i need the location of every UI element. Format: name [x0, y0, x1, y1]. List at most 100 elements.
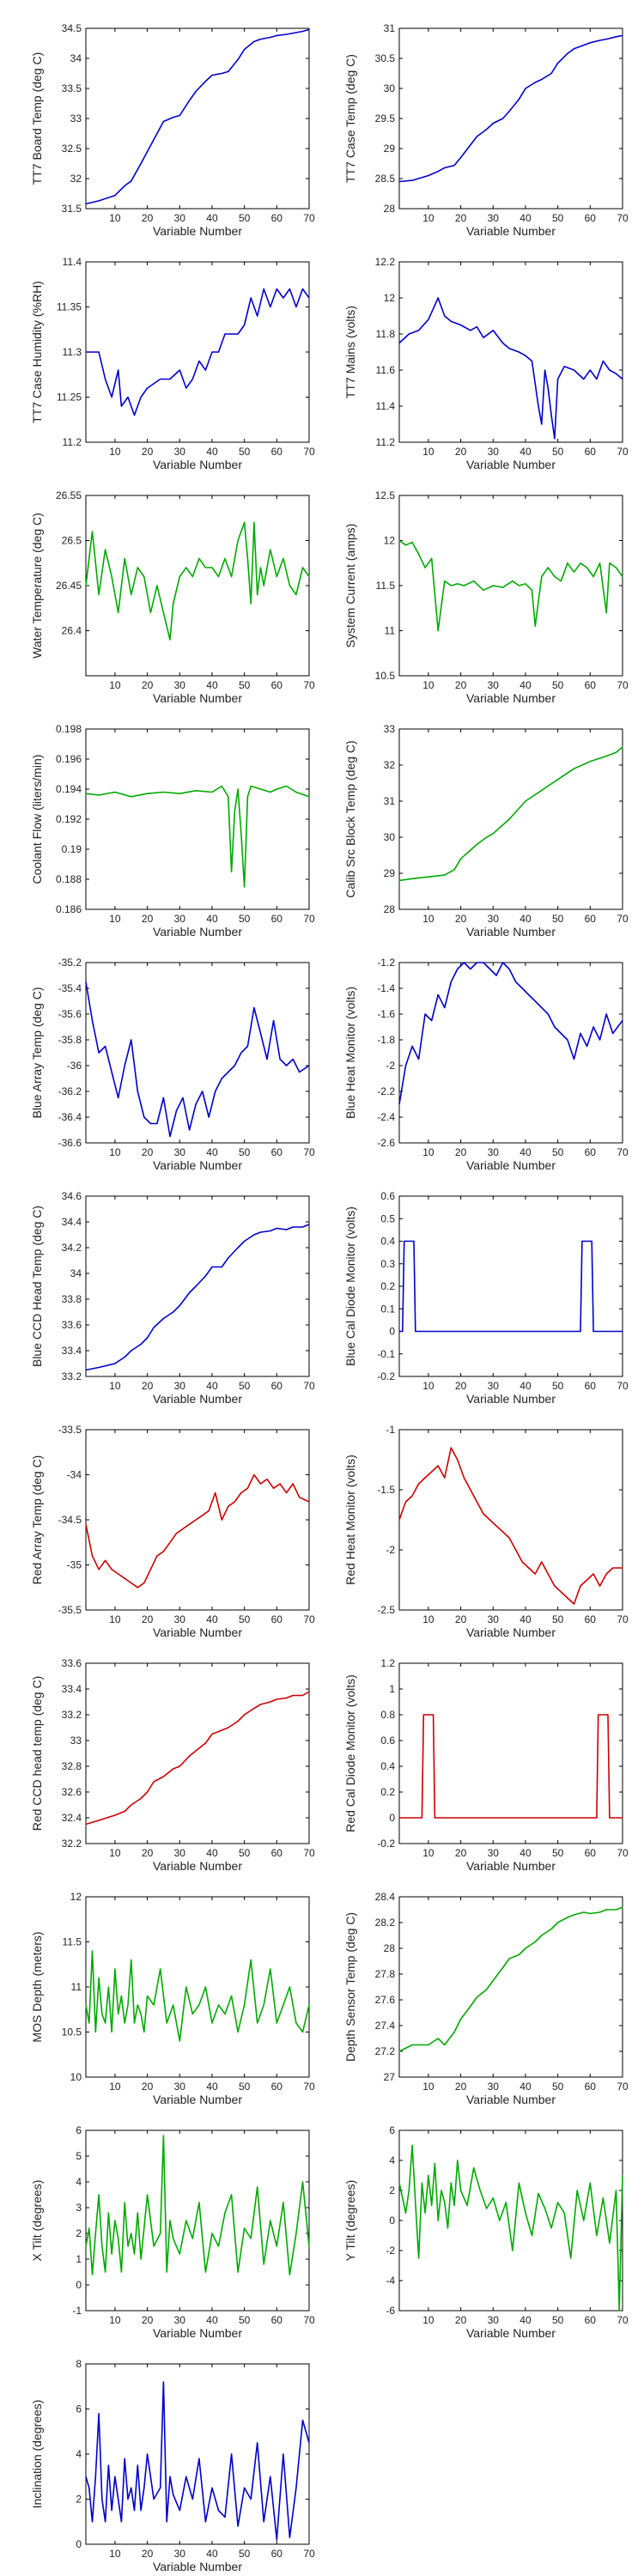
- y-tick-label: 1.2: [380, 1657, 395, 1669]
- x-tick-label: 40: [206, 212, 218, 224]
- series-line: [398, 2144, 623, 2312]
- data-point: [424, 1477, 426, 1479]
- plot-area: [85, 2363, 310, 2545]
- data-point: [114, 2476, 116, 2477]
- data-point: [431, 1471, 433, 1473]
- y-tick-label: 2: [76, 2227, 82, 2239]
- data-point: [246, 557, 248, 560]
- data-point: [195, 790, 197, 792]
- y-tick-label: -36.4: [58, 1111, 82, 1123]
- y-tick-label: 31.5: [62, 203, 82, 215]
- data-point: [153, 2004, 155, 2006]
- x-tick-label: 20: [142, 913, 154, 925]
- y-tick-label: 10.5: [62, 2026, 82, 2038]
- x-tick-label: 70: [303, 212, 315, 224]
- data-point: [253, 521, 255, 524]
- y-tick-label: 33.5: [62, 82, 82, 94]
- data-point: [502, 1966, 504, 1969]
- data-point: [453, 2204, 455, 2207]
- data-point: [418, 330, 420, 331]
- y-tick-label: 0.6: [380, 1190, 395, 1202]
- y-tick-label: 26.45: [56, 580, 82, 592]
- data-point: [289, 2274, 290, 2275]
- data-point: [599, 1039, 601, 1041]
- y-axis-label: Water Temperature (deg C): [30, 513, 44, 659]
- data-point: [398, 879, 400, 881]
- data-point: [554, 438, 556, 440]
- data-point: [91, 531, 94, 532]
- y-tick-label: 33.2: [62, 1709, 82, 1721]
- data-point: [402, 2197, 404, 2199]
- y-tick-label: 6: [76, 2124, 82, 2136]
- data-point: [437, 629, 439, 632]
- y-tick-label: 32: [70, 173, 82, 185]
- x-tick-label: 20: [142, 1847, 154, 1859]
- data-point: [589, 761, 591, 762]
- x-tick-label: 20: [455, 2081, 467, 2093]
- y-tick-label: 31: [384, 795, 396, 807]
- x-tick-label: 50: [239, 1847, 251, 1859]
- data-point: [301, 567, 304, 568]
- x-tick-label: 60: [271, 1847, 283, 1859]
- data-point: [411, 878, 413, 879]
- x-tick-label: 50: [239, 913, 251, 925]
- data-point: [91, 1019, 94, 1022]
- data-point: [91, 1555, 94, 1557]
- data-point: [162, 1551, 164, 1552]
- y-tick-label: -2.2: [377, 1085, 395, 1097]
- x-axis-label: Variable Number: [153, 1158, 242, 1172]
- y-tick-label: 0.19: [62, 843, 82, 855]
- data-point: [583, 2220, 585, 2221]
- chart-panel: 10 20 30 40 50 60 70 26.4 26.45 26.5 26.55 Variable…: [30, 489, 315, 705]
- data-point: [98, 794, 100, 796]
- x-tick-label: 10: [422, 1380, 434, 1392]
- data-point: [299, 1497, 301, 1498]
- x-tick-label: 20: [455, 1613, 467, 1625]
- x-tick-label: 30: [488, 1847, 500, 1859]
- data-point: [592, 1026, 594, 1028]
- x-tick-label: 70: [303, 679, 315, 691]
- data-point: [137, 1587, 138, 1589]
- data-point: [295, 791, 297, 793]
- x-tick-label: 50: [239, 1613, 251, 1625]
- y-tick-label: 27.8: [375, 1968, 396, 1980]
- x-axis-label: Variable Number: [153, 2326, 242, 2340]
- data-point: [259, 1231, 262, 1233]
- y-tick-label: 34.4: [62, 1216, 82, 1228]
- data-point: [231, 2453, 233, 2455]
- data-point: [404, 1065, 407, 1066]
- x-axis-label: Variable Number: [153, 2093, 242, 2106]
- data-point: [120, 2521, 122, 2523]
- x-axis-label: Variable Number: [466, 1158, 556, 1172]
- y-tick-label: 33: [384, 723, 396, 735]
- data-point: [259, 1032, 262, 1035]
- chart-panel: 10 20 30 40 50 60 70 11.2 11.25 11.3 11.35 11.4 Vari…: [30, 256, 315, 471]
- data-point: [534, 1941, 536, 1943]
- x-tick-label: 70: [617, 913, 629, 925]
- x-tick-label: 10: [109, 1847, 121, 1859]
- plot-area: [398, 728, 623, 910]
- data-point: [453, 869, 455, 871]
- data-point: [301, 1694, 304, 1697]
- data-point: [289, 1986, 290, 1988]
- data-point: [615, 36, 617, 38]
- x-tick-label: 60: [585, 1380, 597, 1392]
- x-tick-label: 70: [617, 1380, 629, 1392]
- data-point: [557, 63, 559, 64]
- data-point: [525, 800, 526, 802]
- data-point: [253, 1473, 255, 1476]
- x-tick-label: 50: [552, 212, 564, 224]
- x-tick-label: 10: [109, 1380, 121, 1392]
- data-point: [495, 1525, 497, 1527]
- y-axis-label: Red CCD head temp (deg C): [30, 1676, 44, 1832]
- data-point: [147, 2194, 149, 2196]
- data-point: [101, 2498, 103, 2500]
- data-point: [162, 791, 164, 793]
- y-tick-label: -35.8: [58, 1034, 82, 1046]
- x-tick-label: 40: [206, 1146, 218, 1158]
- data-point: [560, 1591, 562, 1593]
- data-point: [169, 1541, 171, 1543]
- data-point: [195, 1285, 197, 1287]
- data-point: [162, 120, 164, 123]
- data-point: [444, 1006, 446, 1009]
